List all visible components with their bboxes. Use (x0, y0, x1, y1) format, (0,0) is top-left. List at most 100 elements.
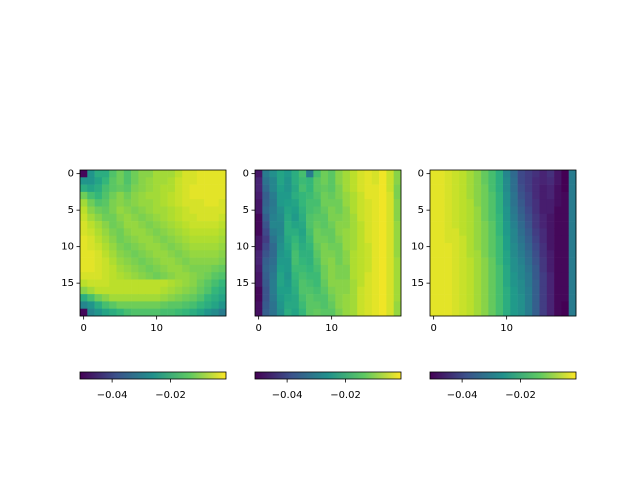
heatmap-cell (488, 308, 496, 317)
heatmap-cell (276, 221, 285, 229)
heatmap-cell (495, 213, 504, 222)
heatmap-cell (481, 308, 489, 317)
heatmap-cell (328, 213, 336, 222)
heatmap-cell (153, 206, 161, 215)
heatmap-cell (131, 206, 139, 215)
heatmap-cell (109, 279, 117, 288)
heatmap-cell (328, 294, 336, 302)
heatmap-cell (313, 170, 321, 178)
heatmap-cell (160, 170, 168, 178)
heatmap-cell (153, 228, 161, 236)
heatmap-cell (481, 235, 489, 244)
heatmap-cell (393, 243, 402, 251)
heatmap-cell (211, 184, 219, 193)
heatmap-cell (131, 184, 139, 193)
heatmap-cell (524, 272, 533, 280)
heatmap-cell (495, 177, 504, 185)
heatmap-cell (386, 213, 394, 222)
heatmap-cell (546, 206, 555, 215)
heatmap-cell (437, 206, 445, 215)
heatmap-cell (174, 264, 183, 273)
heatmap-cell (320, 184, 329, 193)
heatmap-cell (357, 279, 365, 288)
heatmap-cell (174, 257, 183, 266)
heatmap-cell (335, 184, 343, 193)
heatmap-cell (320, 250, 329, 258)
heatmap-cell (539, 294, 548, 302)
heatmap-cell (276, 228, 285, 236)
heatmap-cell (546, 199, 555, 207)
heatmap-cell (517, 308, 526, 317)
heatmap-cell (167, 272, 176, 280)
y-tick-label: 5 (68, 205, 74, 216)
heatmap-cell (138, 279, 146, 288)
heatmap-cell (532, 170, 540, 178)
heatmap-cell (503, 294, 511, 302)
heatmap-cell (517, 235, 526, 244)
heatmap-cell (466, 177, 475, 185)
heatmap-cell (320, 301, 329, 309)
heatmap-cell (87, 221, 95, 229)
heatmap-cell (503, 213, 511, 222)
heatmap-cell (138, 235, 146, 244)
heatmap-cell (313, 257, 321, 266)
heatmap-cell (357, 184, 365, 193)
heatmap-cell (262, 286, 270, 295)
heatmap-cell (495, 279, 504, 288)
heatmap-cell (306, 308, 314, 317)
heatmap-cell (109, 191, 117, 200)
heatmap-cell (182, 308, 190, 317)
heatmap-cell (291, 294, 300, 302)
heatmap-cell (393, 213, 402, 222)
heatmap-cell (357, 199, 365, 207)
heatmap-cell (451, 191, 460, 200)
heatmap-cell (430, 191, 438, 200)
heatmap-cell (379, 286, 387, 295)
heatmap-cell (131, 250, 139, 258)
heatmap-cell (546, 286, 555, 295)
axes-frame (254, 169, 402, 317)
heatmap-cell (430, 228, 438, 236)
heatmap-cell (80, 308, 88, 317)
heatmap-cell (517, 206, 526, 215)
heatmap-cell (138, 257, 146, 266)
heatmap-cell (174, 308, 183, 317)
heatmap-cell (554, 301, 562, 309)
heatmap-cell (306, 294, 314, 302)
heatmap-cell (211, 301, 219, 309)
heatmap-cell (291, 221, 300, 229)
heatmap-cell (561, 294, 569, 302)
heatmap-cell (138, 206, 146, 215)
heatmap-cell (517, 257, 526, 266)
heatmap-cell (437, 308, 445, 317)
heatmap-cell (211, 235, 219, 244)
heatmap-cell (291, 279, 300, 288)
heatmap-cell (444, 177, 453, 185)
heatmap-cell (335, 221, 343, 229)
heatmap-cell (481, 286, 489, 295)
heatmap-cell (546, 177, 555, 185)
heatmap-cell (364, 257, 373, 266)
heatmap-cell (444, 308, 453, 317)
heatmap-cell (320, 279, 329, 288)
heatmap-cell (284, 221, 292, 229)
heatmap-cell (546, 264, 555, 273)
heatmap-cell (466, 257, 475, 266)
heatmap-cell (532, 177, 540, 185)
heatmap-cell (393, 170, 402, 178)
heatmap-cell (320, 177, 329, 185)
heatmap-cell (349, 286, 358, 295)
heatmap-cell (386, 206, 394, 215)
heatmap-cell (473, 286, 482, 295)
heatmap-cell (131, 279, 139, 288)
heatmap-cell (131, 243, 139, 251)
heatmap-cell (510, 308, 518, 317)
heatmap-cell (255, 235, 263, 244)
heatmap-cell (218, 301, 227, 309)
heatmap-cell (313, 243, 321, 251)
heatmap-cell (371, 279, 380, 288)
heatmap-cell (116, 221, 125, 229)
heatmap-cell (473, 199, 482, 207)
heatmap-cell (269, 213, 278, 222)
heatmap-cell (473, 213, 482, 222)
